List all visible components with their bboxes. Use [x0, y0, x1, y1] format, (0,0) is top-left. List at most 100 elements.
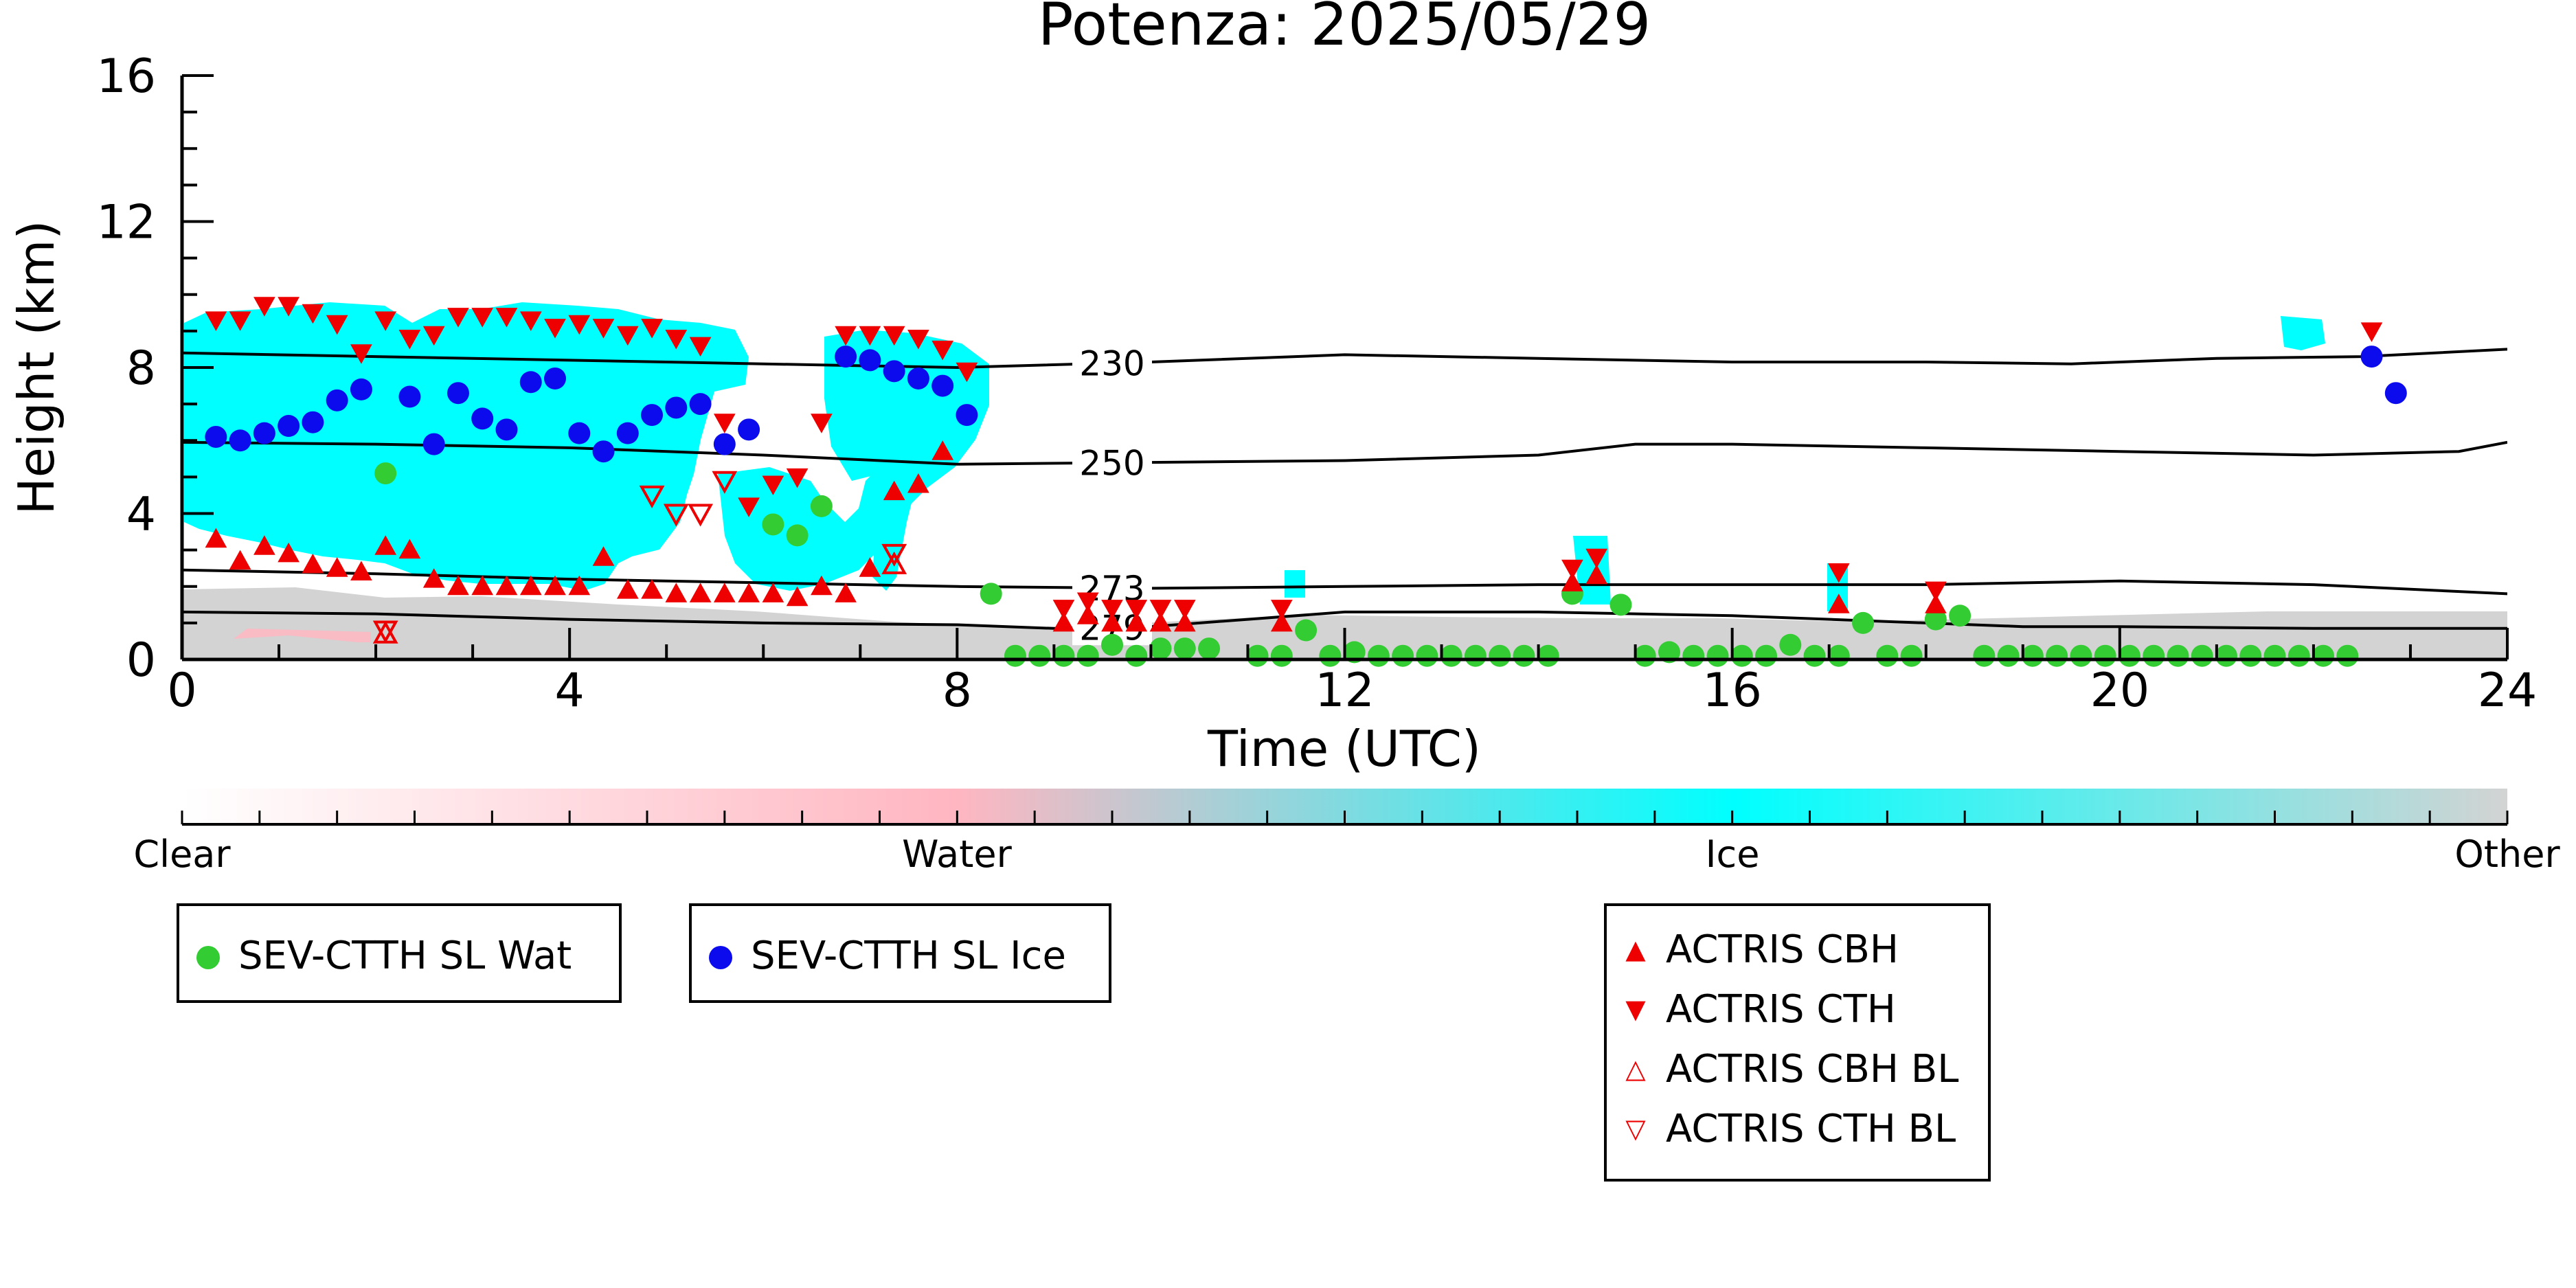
contour-230 — [182, 348, 2507, 370]
contour-label-250: 250 — [1079, 444, 1144, 484]
marker-sev-ctth-sl-wat — [1076, 644, 1099, 667]
marker-actris-cth — [665, 330, 688, 350]
marker-actris-cth — [1052, 600, 1075, 620]
marker-sev-ctth-sl-wat — [1246, 644, 1269, 667]
marker-sev-ctth-sl-wat — [1852, 611, 1875, 634]
marker-sev-ctth-sl-wat — [2021, 644, 2044, 667]
marker-actris-cth — [689, 337, 712, 357]
marker-actris-cth — [350, 344, 372, 364]
marker-actris-cbh — [350, 561, 372, 580]
temperature-contours — [182, 348, 2507, 630]
marker-sev-ctth-sl-ice — [350, 378, 372, 400]
marker-sev-ctth-sl-ice — [326, 389, 348, 411]
marker-sev-ctth-sl-wat — [1634, 644, 1656, 667]
marker-actris-cth — [205, 311, 227, 331]
marker-actris-cth — [1173, 600, 1196, 620]
legend-label: ACTRIS CBH — [1666, 927, 1899, 972]
legend-entry-actris-cbh-bl: △ ACTRIS CBH BL — [1607, 1039, 1988, 1098]
marker-actris-cbh — [786, 586, 809, 607]
marker-sev-ctth-sl-wat — [810, 495, 833, 517]
marker-actris-cbh — [326, 557, 348, 577]
marker-actris-cbh — [1173, 611, 1196, 632]
x-ticks: 0 4 8 12 16 20 24 — [167, 628, 2537, 718]
contour-273 — [182, 568, 2507, 596]
ice-class-area-2 — [718, 467, 900, 591]
marker-actris-cth — [374, 311, 397, 331]
marker-sev-ctth-sl-wat — [1125, 644, 1148, 667]
marker-actris-cth — [398, 330, 421, 350]
marker-actris-cth — [302, 304, 324, 324]
other-class-area — [182, 587, 2507, 659]
circle-marker-icon — [700, 934, 741, 978]
contour-250 — [182, 440, 2507, 466]
contour-label-bg — [1072, 443, 1152, 481]
marker-actris-cth — [447, 308, 469, 328]
marker-actris-cbh — [229, 550, 251, 570]
marker-actris-cbh — [689, 583, 712, 602]
marker-sev-ctth-sl-ice — [544, 367, 567, 389]
chart-title: Potenza: 2025/05/29 — [1038, 0, 1651, 59]
marker-sev-ctth-sl-ice — [956, 404, 978, 427]
y-tick-label: 8 — [126, 341, 156, 396]
marker-actris-cth — [762, 475, 784, 496]
marker-sev-ctth-sl-ice — [713, 433, 736, 455]
marker-sev-ctth-sl-ice — [205, 425, 227, 448]
marker-sev-ctth-sl-wat — [2287, 644, 2310, 667]
marker-sev-ctth-sl-wat — [1973, 644, 1996, 667]
marker-actris-cth — [495, 308, 518, 328]
marker-actris-cbh — [1101, 611, 1123, 632]
legend-sev-ice: SEV-CTTH SL Ice — [689, 903, 1111, 1003]
marker-actris-cth-bl — [372, 620, 398, 644]
marker-sev-ctth-sl-wat — [1537, 644, 1559, 667]
legend-entry-sev-wat: SEV-CTTH SL Wat — [179, 926, 619, 985]
marker-sev-ctth-sl-wat — [2191, 644, 2213, 667]
marker-actris-cth — [1125, 600, 1148, 620]
marker-sev-ctth-sl-wat — [762, 513, 784, 536]
triangle-up-icon: ▲ — [1625, 934, 1646, 964]
ice-class-area-5 — [2281, 316, 2325, 350]
x-tick-label: 20 — [2090, 664, 2150, 718]
marker-actris-cbh — [278, 542, 300, 563]
marker-sev-ctth-sl-wat — [2263, 644, 2286, 667]
marker-sev-ctth-sl-wat — [1416, 644, 1438, 667]
marker-actris-cbh — [1561, 572, 1583, 591]
legend-label: SEV-CTTH SL Ice — [751, 933, 1066, 978]
marker-sev-ctth-sl-wat — [1876, 644, 1899, 667]
marker-sev-ctth-sl-wat — [1755, 644, 1778, 667]
marker-sev-ctth-sl-wat — [1343, 641, 1366, 664]
marker-actris-cbh — [835, 583, 857, 602]
marker-sev-ctth-sl-wat — [1609, 594, 1632, 616]
marker-sev-ctth-sl-wat — [980, 583, 1002, 605]
marker-sev-ctth-sl-wat — [1779, 633, 1802, 656]
marker-actris-cbh — [253, 535, 275, 555]
contour-label-230: 230 — [1079, 344, 1144, 384]
marker-sev-ctth-sl-wat — [1513, 644, 1535, 667]
marker-actris-cbh — [398, 539, 421, 559]
marker-sev-ctth-sl-wat — [1173, 637, 1196, 660]
marker-actris-cbh — [544, 575, 566, 596]
y-axis-label: Height (km) — [8, 221, 65, 515]
legend-entry-actris-cth-bl: ▽ ACTRIS CTH BL — [1607, 1099, 1988, 1158]
marker-sev-ctth-sl-wat — [786, 524, 809, 547]
marker-actris-cth-bl — [639, 485, 665, 509]
marker-actris-cbh — [1270, 611, 1293, 632]
marker-sev-ctth-sl-wat — [2118, 644, 2140, 667]
marker-sev-ctth-sl-wat — [1682, 644, 1705, 667]
marker-actris-cth — [253, 297, 275, 317]
marker-sev-ctth-sl-wat — [1270, 644, 1293, 667]
legend-actris: ▲ ACTRIS CBH ▼ ACTRIS CTH △ ACTRIS CBH B… — [1604, 903, 1991, 1182]
marker-sev-ctth-sl-wat — [1803, 644, 1826, 667]
marker-actris-cbh — [1149, 611, 1172, 632]
marker-actris-cth — [229, 311, 251, 331]
marker-sev-ctth-sl-wat — [2336, 644, 2359, 667]
marker-sev-ctth-sl-wat — [2070, 644, 2092, 667]
marker-sev-ctth-sl-wat — [1295, 619, 1318, 642]
y-tick-label: 0 — [126, 633, 156, 688]
marker-actris-cth — [811, 414, 833, 433]
x-tick-label: 4 — [555, 664, 585, 718]
marker-actris-cbh — [1125, 611, 1148, 632]
marker-sev-ctth-sl-ice — [616, 422, 639, 444]
x-tick-label: 12 — [1315, 664, 1375, 718]
marker-actris-cth — [544, 319, 566, 339]
